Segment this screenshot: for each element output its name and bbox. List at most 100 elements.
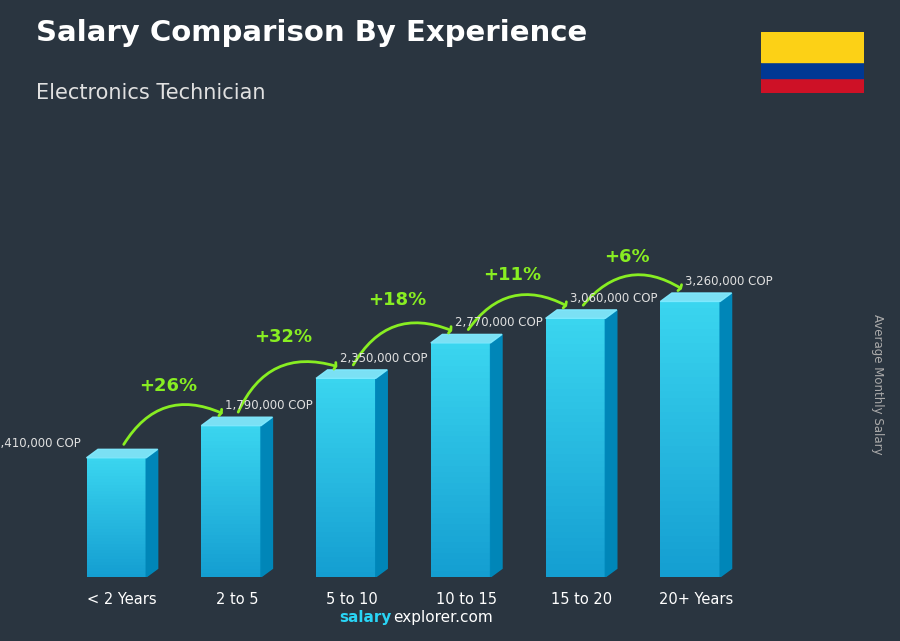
Bar: [661, 563, 720, 570]
Bar: [545, 390, 606, 396]
Bar: [86, 520, 146, 523]
Bar: [545, 467, 606, 474]
Text: 10 to 15: 10 to 15: [436, 592, 497, 607]
Bar: [86, 467, 146, 470]
Bar: [545, 525, 606, 531]
Bar: [661, 404, 720, 412]
Bar: [431, 413, 490, 419]
Bar: [661, 363, 720, 370]
Bar: [431, 547, 490, 553]
Bar: [545, 487, 606, 493]
Bar: [661, 549, 720, 556]
Bar: [202, 486, 261, 490]
Bar: [202, 513, 261, 517]
Bar: [431, 407, 490, 413]
Bar: [316, 552, 376, 557]
Bar: [316, 542, 376, 547]
Bar: [316, 562, 376, 567]
Bar: [661, 412, 720, 419]
Bar: [316, 448, 376, 453]
Bar: [202, 509, 261, 513]
Text: +26%: +26%: [139, 377, 197, 395]
Bar: [86, 526, 146, 529]
Polygon shape: [606, 310, 616, 577]
Bar: [86, 512, 146, 514]
Bar: [661, 398, 720, 404]
Bar: [760, 63, 864, 78]
Text: Electronics Technician: Electronics Technician: [36, 83, 266, 103]
Bar: [202, 448, 261, 452]
Bar: [431, 571, 490, 577]
Bar: [661, 542, 720, 549]
Bar: [202, 554, 261, 558]
Bar: [86, 550, 146, 553]
Text: 3,060,000 COP: 3,060,000 COP: [570, 292, 657, 305]
Bar: [545, 344, 606, 351]
Bar: [431, 542, 490, 547]
Bar: [545, 351, 606, 357]
Text: 1,790,000 COP: 1,790,000 COP: [225, 399, 313, 412]
Bar: [760, 78, 864, 93]
Bar: [431, 530, 490, 536]
Bar: [202, 429, 261, 433]
Bar: [202, 437, 261, 441]
Bar: [661, 370, 720, 377]
Bar: [86, 529, 146, 532]
Bar: [545, 506, 606, 512]
Bar: [661, 508, 720, 515]
Bar: [202, 569, 261, 573]
Bar: [661, 529, 720, 536]
Bar: [86, 517, 146, 520]
Bar: [316, 528, 376, 532]
Text: +18%: +18%: [368, 292, 427, 310]
Bar: [202, 475, 261, 479]
Bar: [316, 438, 376, 443]
Bar: [431, 513, 490, 519]
Bar: [316, 393, 376, 398]
Bar: [661, 356, 720, 363]
Polygon shape: [316, 370, 387, 378]
Polygon shape: [431, 335, 502, 343]
Bar: [661, 570, 720, 577]
Bar: [202, 517, 261, 520]
Bar: [431, 483, 490, 489]
Bar: [202, 441, 261, 445]
Bar: [86, 568, 146, 571]
Bar: [316, 418, 376, 423]
Bar: [202, 539, 261, 543]
Bar: [661, 391, 720, 398]
Bar: [431, 460, 490, 466]
Bar: [86, 499, 146, 503]
Bar: [545, 376, 606, 383]
Bar: [545, 519, 606, 525]
Bar: [316, 413, 376, 418]
Bar: [86, 574, 146, 577]
Bar: [431, 360, 490, 366]
Bar: [86, 565, 146, 568]
Bar: [545, 409, 606, 415]
Bar: [202, 483, 261, 486]
Polygon shape: [261, 417, 273, 577]
Bar: [316, 492, 376, 497]
Bar: [202, 433, 261, 437]
Bar: [661, 453, 720, 460]
Text: Salary Comparison By Experience: Salary Comparison By Experience: [36, 19, 587, 47]
Bar: [316, 458, 376, 463]
Bar: [316, 503, 376, 508]
Bar: [316, 398, 376, 403]
Bar: [202, 528, 261, 531]
Bar: [431, 395, 490, 401]
Bar: [545, 435, 606, 441]
Bar: [661, 301, 720, 308]
Bar: [661, 556, 720, 563]
Bar: [86, 505, 146, 508]
Bar: [316, 468, 376, 472]
Bar: [202, 524, 261, 528]
Bar: [661, 481, 720, 487]
Bar: [202, 535, 261, 539]
Bar: [86, 476, 146, 479]
Polygon shape: [661, 293, 732, 301]
Bar: [661, 536, 720, 542]
Bar: [202, 479, 261, 483]
Bar: [86, 547, 146, 550]
